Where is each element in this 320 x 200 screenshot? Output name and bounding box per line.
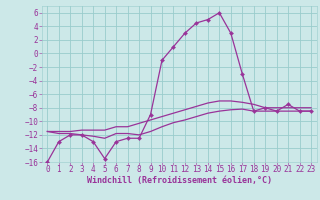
X-axis label: Windchill (Refroidissement éolien,°C): Windchill (Refroidissement éolien,°C) (87, 176, 272, 185)
